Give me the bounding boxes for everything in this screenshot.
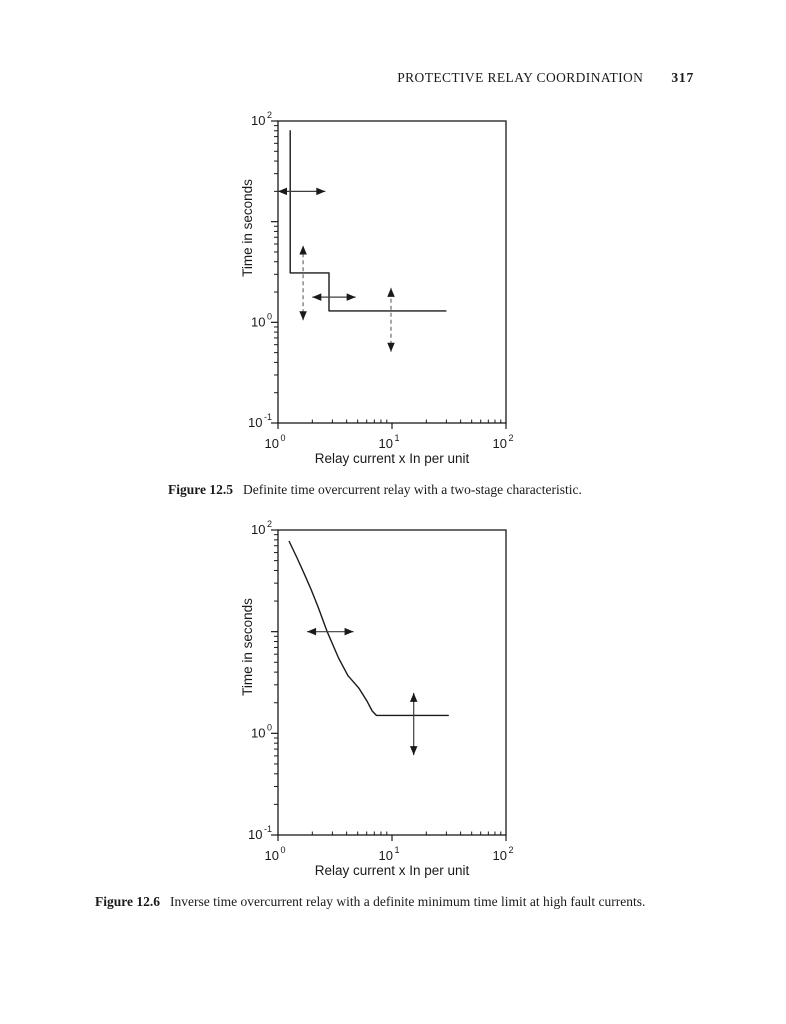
svg-text:Relay current x In per unit: Relay current x In per unit <box>315 863 470 878</box>
svg-text:Time in seconds: Time in seconds <box>240 598 255 696</box>
figure-12-5-caption: Figure 12.5 Definite time overcurrent rel… <box>168 481 582 499</box>
running-head: PROTECTIVE RELAY COORDINATION 317 <box>0 70 694 86</box>
svg-text:10-1: 10 -1 <box>248 412 272 430</box>
figure-12-6-chart: 10 0 10 1 10 2 10 2 10 0 10 -1 Relay current x In pe… <box>240 519 514 878</box>
svg-text:102: 10 2 <box>493 433 514 451</box>
svg-text:100: 10 0 <box>251 722 272 740</box>
figure-12-5-caption-text: Definite time overcurrent relay with a t… <box>243 482 582 497</box>
figure-12-6-label: Figure 12.6 <box>95 894 160 909</box>
figure-12-6-caption: Figure 12.6 Inverse time overcurrent rela… <box>95 893 645 911</box>
figure-12-5-label: Figure 12.5 <box>168 482 233 497</box>
svg-text:101: 10 1 <box>379 433 400 451</box>
svg-text:Relay current x In per unit: Relay current x In per unit <box>315 451 470 466</box>
svg-text:102: 10 2 <box>493 845 514 863</box>
figure-12-5-chart: 10 0 10 1 10 2 10 2 10 0 10 -1 Relay current x In pe… <box>240 110 514 466</box>
svg-text:10-1: 10 -1 <box>248 824 272 842</box>
figure-12-6-caption-text: Inverse time overcurrent relay with a de… <box>170 894 646 909</box>
svg-text:101: 10 1 <box>379 845 400 863</box>
svg-text:102: 10 2 <box>251 519 272 537</box>
svg-text:100: 10 0 <box>251 311 272 329</box>
svg-text:102: 10 2 <box>251 110 272 128</box>
page-number: 317 <box>671 70 694 85</box>
svg-text:100: 10 0 <box>265 433 286 451</box>
running-head-title: PROTECTIVE RELAY COORDINATION <box>397 70 644 85</box>
svg-text:100: 10 0 <box>265 845 286 863</box>
svg-text:Time in seconds: Time in seconds <box>240 179 255 277</box>
